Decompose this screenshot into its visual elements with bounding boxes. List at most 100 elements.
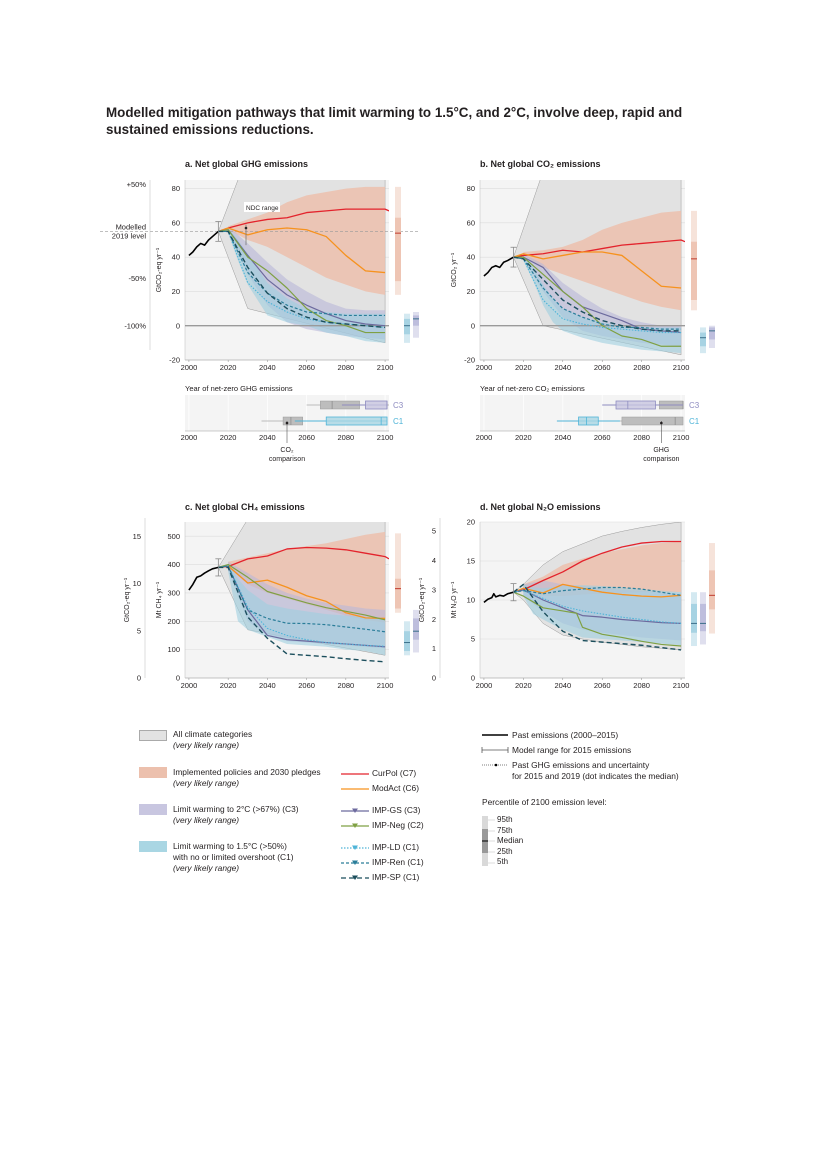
y-tick-label: -20: [169, 356, 180, 365]
ndc-label-bg: [244, 202, 280, 212]
x-tick-label: 2080: [633, 681, 650, 690]
series: [483, 239, 685, 347]
legend-percentile-75: 75th: [497, 825, 513, 835]
band-c1: [523, 584, 682, 646]
y-tick-label: 10: [467, 596, 475, 605]
netzero-x-tick-label: 2060: [594, 433, 611, 442]
legend-percentile-95: 95th: [497, 815, 513, 824]
legend-marker-imp_neg: [352, 823, 358, 828]
y-tick-label: 40: [467, 253, 475, 262]
x-tick-label: 2020: [220, 363, 237, 372]
charts-canvas: -20 0 2040 60 80 2000 2020 2040 2060 2080 2100 GtCO…: [100, 180, 715, 690]
legend-line-impren: IMP-Ren (C1): [372, 857, 424, 868]
legend-past-ghg-label-2: for 2015 and 2019 (dot indicates the med…: [512, 771, 679, 781]
legend-swatch-policies: [139, 767, 167, 778]
legend-swatch-c3: [139, 804, 167, 815]
line-imp_neg: [513, 591, 682, 647]
percentile-iqr-c3: [413, 618, 419, 640]
headline: Modelled mitigation pathways that limit …: [106, 105, 683, 137]
legend-percentile-iqr: [482, 829, 488, 853]
y-axis-label: GtCO₂ yr⁻¹: [451, 252, 458, 287]
percentile-iqr-c3: [413, 315, 419, 326]
line-modact: [513, 583, 682, 598]
left-axis-label: -50%: [128, 274, 146, 283]
left-axis-label: 2019 level: [112, 231, 147, 240]
y-tick-label: 0: [471, 674, 475, 683]
netzero-x-tick-label: 2040: [259, 433, 276, 442]
line-imp_ren: [513, 256, 682, 330]
netzero-box-C1: [325, 416, 388, 426]
legend-line-impsp: IMP-SP (C1): [372, 872, 419, 883]
legend-swatch-c1: [139, 841, 167, 852]
band-c1: [228, 228, 386, 343]
x-tick-label: 2060: [298, 363, 315, 372]
legend-line-curpol: CurPol (C7): [372, 768, 416, 779]
netzero-x-tick-label: 2000: [476, 433, 493, 442]
legend-line-impld: IMP-LD (C1): [372, 842, 419, 853]
x-tick-label: 2080: [338, 363, 355, 372]
legend-past-label: Past emissions (2000–2015): [512, 730, 619, 740]
legend-percentile-5: 5th: [497, 857, 509, 866]
percentile-bar-policies: [395, 533, 401, 613]
netzero-box-C3: [365, 400, 388, 410]
comparison-label: comparison: [269, 456, 305, 463]
left-axis-label: Modelled: [116, 222, 146, 231]
legend-label-c3: Limit warming to 2°C (>67%) (C3): [173, 804, 299, 814]
y-tick-label: 0: [176, 674, 180, 683]
y-tick-label: 500: [167, 532, 180, 541]
legend-sub-policies: (very likely range): [173, 778, 240, 788]
comparison-label: CO₂: [280, 447, 294, 454]
line-imp_ren: [218, 230, 386, 317]
line-past: [188, 566, 219, 591]
legend-marker-imp_gs: [352, 808, 358, 813]
netzero-row-label: C1: [393, 417, 404, 426]
legend-line-impneg-label: IMP-Neg (C2): [372, 820, 424, 830]
y-tick-label: 60: [467, 218, 475, 227]
line-modact: [513, 251, 682, 289]
left-axis-label: +50%: [127, 180, 147, 189]
legend-line-modact: ModAct (C6): [372, 783, 419, 794]
x-tick-label: 2080: [633, 363, 650, 372]
y2-tick-label: 5: [432, 527, 436, 536]
y-tick-label: 15: [467, 557, 475, 566]
bands: [218, 522, 386, 656]
comparison-dot: [285, 421, 289, 425]
ndc-median: [244, 226, 248, 230]
x-tick-label: 2040: [554, 363, 571, 372]
band-c3: [523, 253, 682, 347]
series: [188, 546, 389, 663]
series: [483, 540, 682, 651]
y-tick-label: 0: [471, 321, 475, 330]
y2-tick-label: 15: [133, 532, 141, 541]
y-tick-label: 100: [167, 645, 180, 654]
percentile-iqr-policies: [709, 570, 715, 610]
netzero-x-tick-label: 2060: [298, 433, 315, 442]
x-tick-label: 2000: [476, 363, 493, 372]
line-past: [483, 256, 514, 277]
line-curpol: [218, 208, 389, 233]
line-imp_sp: [513, 256, 682, 332]
panel-d-title: d. Net global N₂O emissions: [480, 502, 601, 512]
y2-axis-label: GtCO₂-eq yr⁻¹: [124, 577, 131, 622]
panel-c-title: c. Net global CH₄ emissions: [185, 502, 305, 512]
y2-tick-label: 3: [432, 585, 436, 594]
legend-past-ghg-label: Past GHG emissions and uncertainty: [512, 760, 650, 770]
comparison-dot: [660, 421, 663, 425]
y2-tick-label: 0: [432, 674, 436, 683]
line-curpol: [218, 546, 389, 569]
percentile-iqr-c1: [691, 603, 697, 633]
legend-line-modact-label: ModAct (C6): [372, 783, 420, 793]
x-tick-label: 2100: [377, 363, 394, 372]
line-imp_sp: [218, 230, 386, 329]
percentile-iqr-c1: [404, 631, 410, 652]
bands: [513, 522, 682, 651]
netzero-x-tick-label: 2100: [377, 433, 394, 442]
x-tick-label: 2020: [515, 681, 532, 690]
y-tick-label: 80: [467, 184, 475, 193]
x-tick-label: 2040: [554, 681, 571, 690]
legend-label-all: All climate categories: [173, 729, 253, 739]
netzero-row-label: C1: [689, 417, 700, 426]
line-past: [483, 591, 514, 603]
y-tick-label: 300: [167, 589, 180, 598]
